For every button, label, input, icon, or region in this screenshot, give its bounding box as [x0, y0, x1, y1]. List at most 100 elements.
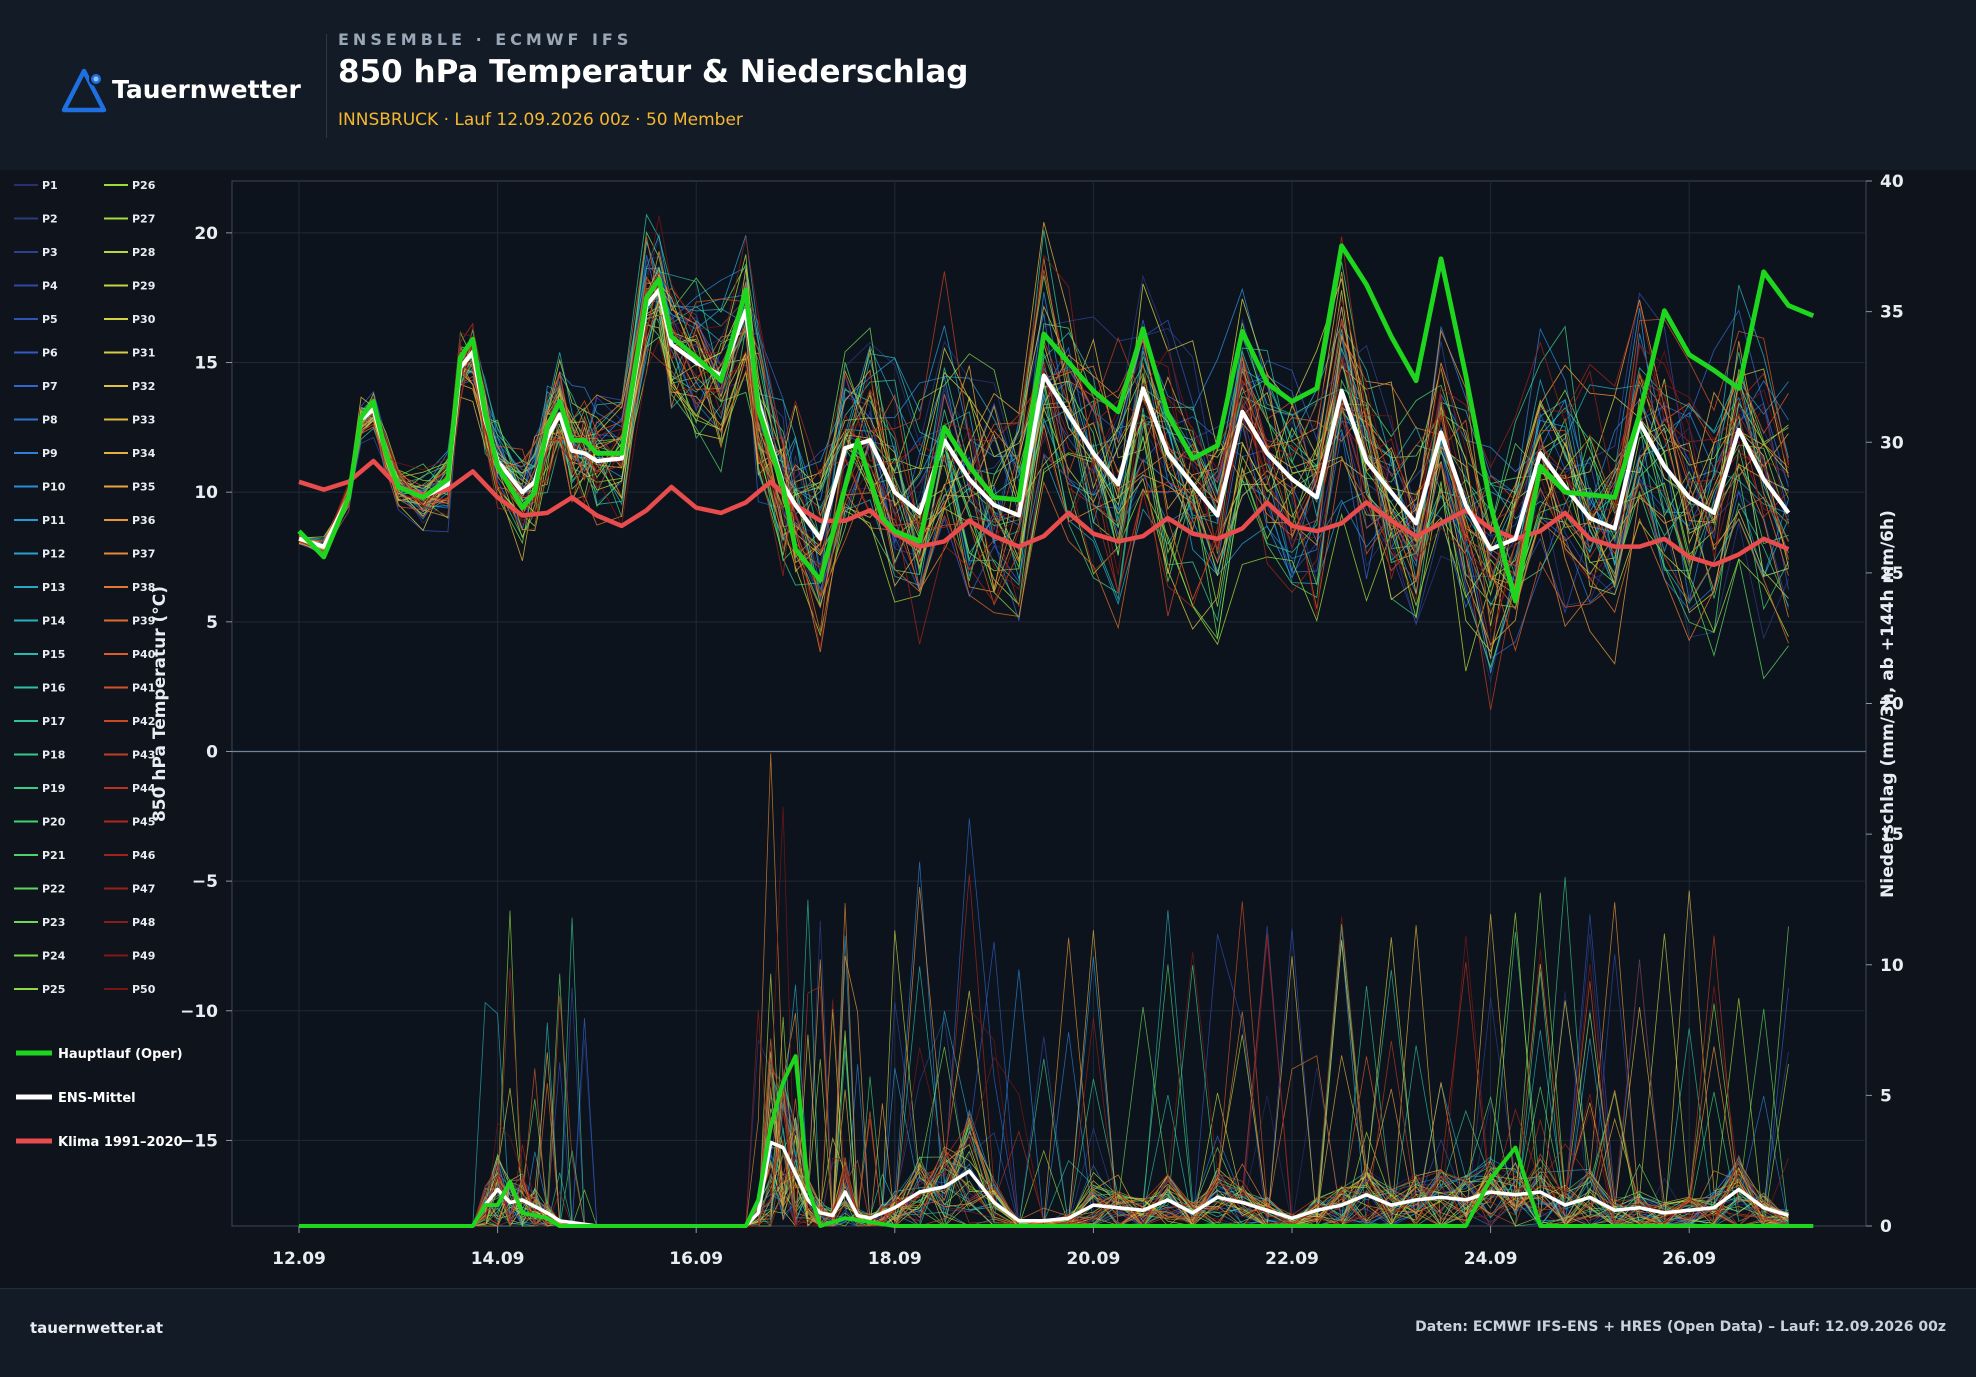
legend-entry-p17: P17 — [42, 715, 65, 728]
y-tick-label: 10 — [194, 483, 218, 503]
y2-tick-label: 10 — [1880, 956, 1904, 976]
legend-entry-p14: P14 — [42, 615, 66, 628]
oper-precip-line — [299, 1054, 1814, 1228]
legend-entry-p35: P35 — [132, 481, 155, 494]
x-tick-label: 18.09 — [868, 1249, 922, 1269]
chart-area: 20 15 10 5 0 −5 −10 −15 0 5 10 15 20 25 30 35 40 12.09 14.… — [0, 170, 1976, 1288]
y-tick-label: −5 — [192, 872, 218, 892]
legend-entry-p2: P2 — [42, 213, 58, 226]
legend-entry-p8: P8 — [42, 414, 58, 427]
y-tick-label: 20 — [194, 224, 218, 244]
y2-tick-label: 30 — [1880, 433, 1904, 453]
ensemble-member-p21-temperature — [298, 261, 1789, 634]
legend-entry-p5: P5 — [42, 313, 58, 326]
legend: P1 P2 P3 P4 P5 P6 P7 P8 P9 P10 P11 P12 P13 P14 P15 P16 P… — [14, 179, 183, 1150]
ensemble-member-p24-temperature — [298, 330, 1789, 640]
legend-entry-p42: P42 — [132, 715, 155, 728]
y-axis-title: 850 hPa Temperatur (°C) — [150, 586, 170, 822]
y-tick-label: −10 — [180, 1002, 218, 1022]
y2-axis-title: Niederschlag (mm/3h, ab +144h mm/6h) — [1878, 510, 1898, 898]
legend-entry-p13: P13 — [42, 581, 65, 594]
y2-tick-label: 20 — [1880, 695, 1904, 715]
legend-entry-p28: P28 — [132, 246, 155, 259]
legend-entry-p45: P45 — [132, 816, 155, 829]
legend-entry-p41: P41 — [132, 682, 155, 695]
legend-entry-p22: P22 — [42, 883, 65, 896]
legend-entry-p46: P46 — [132, 849, 156, 862]
page-title: 850 hPa Temperatur & Niederschlag — [338, 54, 969, 90]
legend-entry-p11: P11 — [42, 514, 65, 527]
y-tick-label: 15 — [194, 354, 218, 374]
ensemble-member-p13-temperature — [298, 305, 1789, 606]
climate-temperature-line — [298, 458, 1790, 568]
legend-entry-p20: P20 — [42, 816, 66, 829]
legend-entry-p47: P47 — [132, 883, 155, 896]
legend-entry-p48: P48 — [132, 916, 155, 929]
legend-entry-p15: P15 — [42, 648, 65, 661]
legend-entry-p26: P26 — [132, 179, 156, 192]
y2-tick-label: 5 — [1880, 1086, 1892, 1106]
plot-frame — [231, 180, 1867, 1227]
legend-entry-p24: P24 — [42, 950, 66, 963]
legend-entry-p25: P25 — [42, 983, 65, 996]
y2-tick-label: 40 — [1880, 172, 1904, 192]
legend-entry-p34: P34 — [132, 447, 156, 460]
legend-entry-p29: P29 — [132, 280, 155, 293]
x-tick-label: 16.09 — [669, 1249, 723, 1269]
legend-entry-p23: P23 — [42, 916, 65, 929]
ensemble-chart: 20 15 10 5 0 −5 −10 −15 0 5 10 15 20 25 30 35 40 12.09 14.… — [14, 172, 1904, 1269]
ensemble-member-p50-temperature — [298, 215, 1789, 633]
ensemble-member-p40-temperature — [298, 236, 1789, 653]
brand-logo[interactable]: Tauernwetter — [60, 66, 320, 116]
legend-entry-p43: P43 — [132, 749, 155, 762]
legend-entry-p7: P7 — [42, 380, 58, 393]
legend-entry-main: Klima 1991–2020 — [58, 1135, 183, 1150]
legend-entry-p18: P18 — [42, 749, 65, 762]
x-tick-label: 22.09 — [1265, 1249, 1319, 1269]
footer: tauernwetter.at Daten: ECMWF IFS-ENS + H… — [0, 1288, 1976, 1377]
legend-entry-p50: P50 — [132, 983, 156, 996]
legend-entry-main: ENS-Mittel — [58, 1091, 136, 1106]
legend-entry-p3: P3 — [42, 246, 58, 259]
oper-temperature-line — [297, 243, 1815, 604]
ensemble-member-p16-temperature — [298, 271, 1789, 586]
x-tick-label: 26.09 — [1662, 1249, 1716, 1269]
legend-entry-p31: P31 — [132, 347, 155, 360]
x-tick-label: 24.09 — [1464, 1249, 1518, 1269]
x-tick-label: 20.09 — [1067, 1249, 1121, 1269]
legend-entry-p33: P33 — [132, 414, 155, 427]
legend-entry-p4: P4 — [42, 280, 58, 293]
legend-entry-p9: P9 — [42, 447, 58, 460]
y2-tick-label: 35 — [1880, 303, 1904, 323]
legend-entry-p38: P38 — [132, 581, 155, 594]
legend-entry-p36: P36 — [132, 514, 156, 527]
legend-entry-p16: P16 — [42, 682, 66, 695]
legend-entry-p19: P19 — [42, 782, 65, 795]
brand-name: Tauernwetter — [112, 75, 301, 104]
ensemble-member-p45-temperature — [298, 236, 1789, 608]
page-subtitle: INNSBRUCK · Lauf 12.09.2026 00z · 50 Mem… — [338, 110, 743, 130]
y-tick-label: −15 — [180, 1131, 218, 1151]
y2-tick-label: 25 — [1880, 564, 1904, 584]
legend-entry-p39: P39 — [132, 615, 155, 628]
legend-entry-p37: P37 — [132, 548, 155, 561]
legend-entry-p1: P1 — [42, 179, 58, 192]
legend-entry-p30: P30 — [132, 313, 156, 326]
y2-tick-label: 0 — [1880, 1217, 1892, 1237]
legend-entry-p32: P32 — [132, 380, 155, 393]
footer-site-link[interactable]: tauernwetter.at — [30, 1319, 164, 1337]
legend-entry-p27: P27 — [132, 213, 155, 226]
legend-entry-p6: P6 — [42, 347, 58, 360]
header-kicker: ENSEMBLE · ECMWF IFS — [338, 30, 633, 49]
header-divider — [326, 34, 327, 138]
legend-entry-p10: P10 — [42, 481, 66, 494]
footer-source-note: Daten: ECMWF IFS-ENS + HRES (Open Data) … — [1415, 1319, 1946, 1335]
legend-entry-p40: P40 — [132, 648, 156, 661]
y2-tick-label: 15 — [1880, 825, 1904, 845]
x-tick-label: 12.09 — [272, 1249, 326, 1269]
legend-entry-main: Hauptlauf (Oper) — [58, 1047, 183, 1062]
header: Tauernwetter ENSEMBLE · ECMWF IFS 850 hP… — [0, 0, 1976, 170]
y-tick-label: 5 — [206, 613, 218, 633]
legend-entry-p49: P49 — [132, 950, 155, 963]
legend-entry-p12: P12 — [42, 548, 65, 561]
